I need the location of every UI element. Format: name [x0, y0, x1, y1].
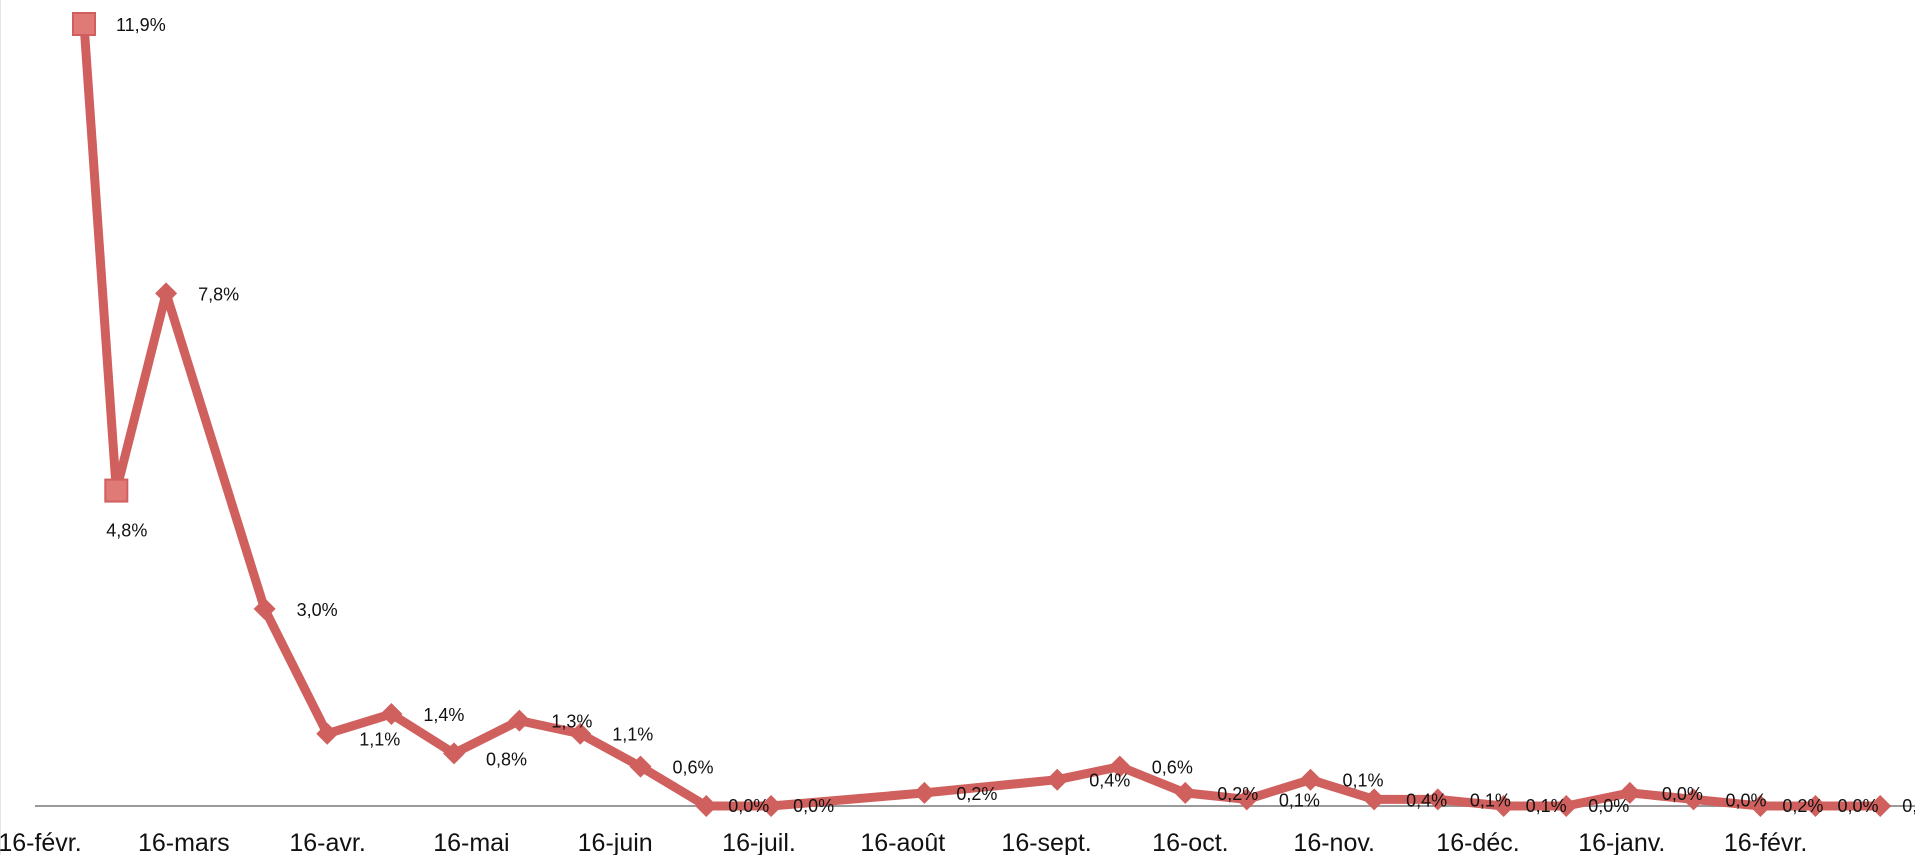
data-label: 0,2% — [1782, 796, 1823, 816]
data-label: 0,4% — [1089, 771, 1130, 791]
diamond-marker — [1174, 781, 1197, 804]
x-tick-label: 16-juin — [578, 829, 653, 855]
x-tick-labels: 16-févr. 16-mars 16-avr. 16-mai 16-juin 16-ju… — [0, 829, 1807, 855]
diamond-marker — [1426, 788, 1449, 811]
data-label: 0,0% — [793, 796, 834, 816]
square-marker — [104, 478, 129, 503]
x-tick-label: 16-juil. — [722, 829, 796, 855]
x-tick-label: 16-janv. — [1578, 829, 1665, 855]
data-label: 1,4% — [423, 705, 464, 725]
x-tick-label: 16-mars — [138, 829, 230, 855]
diamond-marker — [508, 709, 531, 732]
x-tick-label: 16-oct. — [1152, 829, 1228, 855]
diamond-marker — [253, 597, 276, 620]
data-labels: 11,9% 4,8% 7,8% 3,0% 1,1% 1,4% 0,8% 1,3% 1,1% 0,6… — [106, 15, 1915, 816]
diamond-marker — [913, 781, 936, 804]
data-markers — [72, 12, 1892, 817]
data-label: 0,0% — [1726, 790, 1767, 810]
data-label: 0,6% — [1152, 758, 1193, 778]
diamond-marker — [1618, 781, 1641, 804]
diamond-marker — [1869, 795, 1892, 817]
series-line — [79, 23, 1881, 811]
data-label: 0,2% — [1217, 784, 1258, 804]
plot-left-edge — [0, 0, 1, 855]
data-label: 0,4% — [1406, 790, 1447, 810]
diamond-marker — [1299, 768, 1322, 791]
data-label: 0,8% — [486, 749, 527, 769]
diamond-marker — [380, 703, 403, 725]
data-label: 1,3% — [551, 712, 592, 732]
diamond-marker — [1235, 788, 1258, 811]
diamond-marker — [1555, 795, 1578, 817]
data-label: 0,1% — [1342, 771, 1383, 791]
diamond-marker — [316, 722, 339, 745]
x-tick-label: 16-déc. — [1436, 829, 1519, 855]
data-label: 0,6% — [673, 758, 714, 778]
diamond-marker — [1108, 755, 1131, 778]
data-label: 1,1% — [612, 725, 653, 745]
diamond-marker — [1046, 768, 1069, 791]
diamond-marker — [1804, 795, 1827, 817]
data-label: 0,0% — [1837, 796, 1878, 816]
data-label: 4,8% — [106, 521, 147, 541]
data-label: 0,0% — [728, 796, 769, 816]
data-label: 0,2% — [956, 784, 997, 804]
square-marker — [72, 12, 96, 36]
diamond-marker — [629, 755, 652, 778]
data-label: 0,0% — [1662, 784, 1703, 804]
x-tick-label: 16-févr. — [0, 829, 82, 855]
diamond-marker — [569, 722, 592, 745]
diamond-marker — [760, 795, 783, 817]
data-label: 0,0% — [1902, 796, 1915, 816]
x-tick-label: 16-août — [860, 829, 945, 855]
data-label: 0,1% — [1470, 790, 1511, 810]
diamond-marker — [1492, 795, 1515, 817]
data-label: 11,9% — [116, 15, 166, 35]
diamond-marker — [1682, 788, 1705, 811]
data-label: 1,1% — [359, 730, 400, 750]
diamond-marker — [695, 795, 718, 817]
diamond-marker — [1749, 795, 1772, 817]
data-label: 3,0% — [297, 600, 338, 620]
diamond-marker — [1363, 788, 1386, 811]
diamond-marker — [155, 282, 178, 305]
diamond-marker — [443, 742, 466, 765]
data-label: 7,8% — [198, 284, 239, 304]
x-tick-label: 16-févr. — [1724, 829, 1807, 855]
x-tick-label: 16-mai — [433, 829, 509, 855]
data-label: 0,0% — [1588, 796, 1629, 816]
x-tick-label: 16-sept. — [1001, 829, 1091, 855]
data-label: 0,1% — [1279, 790, 1320, 810]
x-tick-label: 16-avr. — [289, 829, 365, 855]
x-tick-label: 16-nov. — [1293, 829, 1375, 855]
data-label: 0,1% — [1526, 796, 1567, 816]
